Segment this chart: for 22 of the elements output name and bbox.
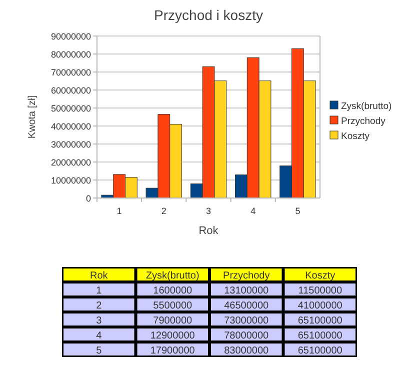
x-tick-label: 5 — [295, 206, 300, 216]
x-tick-label: 1 — [116, 206, 122, 216]
legend-label: Zysk(brutto) — [341, 101, 392, 112]
y-tick-label: 0 — [86, 194, 91, 204]
y-tick-label: 60000000 — [50, 86, 91, 96]
y-axis-title: Kwota [zł] — [27, 95, 38, 139]
y-tick-label: 40000000 — [50, 122, 91, 132]
y-tick-label: 70000000 — [50, 68, 91, 78]
x-tick-label: 2 — [161, 206, 166, 216]
y-tick-label: 10000000 — [50, 176, 91, 186]
y-tick-label: 30000000 — [50, 140, 91, 150]
y-tick-label: 20000000 — [50, 158, 91, 168]
legend-label: Koszty — [341, 131, 370, 142]
values-table: Rok Zysk(brutto) Przychody Koszty 1 1600000 13100000 11500000 2 5500000 46500000 41000000 3 7900000 73000000 65100000 4 12900000 78000000 65100000 5 17900000 83000000 65100000 — [62, 267, 357, 357]
y-tick-label: 50000000 — [50, 104, 91, 114]
y-tick-label: 80000000 — [50, 50, 91, 60]
x-axis-title: Rok — [198, 225, 219, 237]
x-tick-label: 4 — [250, 206, 256, 216]
x-tick-label: 3 — [206, 206, 212, 216]
y-tick-label: 90000000 — [50, 32, 91, 42]
chart-title: Przychod i koszty — [154, 7, 263, 23]
legend-label: Przychody — [341, 116, 386, 127]
